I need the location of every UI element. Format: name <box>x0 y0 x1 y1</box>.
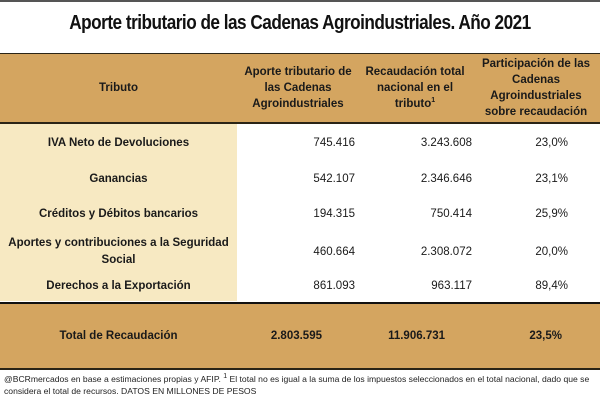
footnote-ref: 1 <box>431 97 436 105</box>
table-header: Tributo Aporte tributario de las Cadenas… <box>0 53 600 124</box>
total-row: Total de Recaudación 2.803.595 11.906.73… <box>0 302 600 370</box>
row-recaudacion: 3.243.608 <box>420 137 472 149</box>
footnote-note: El total no es igual a la suma de los im… <box>4 374 590 396</box>
header-recaudacion: Recaudación total nacional en el tributo… <box>359 54 471 122</box>
row-recaudacion: 2.308.072 <box>420 246 472 258</box>
row-tributo: Aportes y contribuciones a la Seguridad … <box>8 237 229 266</box>
row-participacion: 89,4% <box>535 280 568 292</box>
header-tributo: Tributo <box>99 82 138 94</box>
header-aporte: Aporte tributario de las Cadenas Agroind… <box>244 66 352 110</box>
row-aporte: 194.315 <box>313 208 355 220</box>
row-tributo: Créditos y Débitos bancarios <box>38 208 199 220</box>
row-recaudacion: 963.117 <box>431 280 472 292</box>
top-divider <box>0 0 600 2</box>
row-participacion: 25,9% <box>535 208 568 220</box>
row-tributo: IVA Neto de Devoluciones <box>47 137 190 149</box>
total-label: Total de Recaudación <box>59 330 178 342</box>
footnote-marker: 1 <box>223 373 228 381</box>
row-participacion: 23,0% <box>535 137 568 149</box>
row-aporte: 460.664 <box>313 246 355 258</box>
total-aporte: 2.803.595 <box>270 330 322 342</box>
row-participacion: 20,0% <box>535 246 568 258</box>
total-recaudacion: 11.906.731 <box>388 330 445 342</box>
header-recaudacion-text: Recaudación total nacional en el tributo <box>365 66 465 110</box>
row-recaudacion: 750.414 <box>430 208 472 220</box>
row-aporte: 542.107 <box>313 173 355 185</box>
row-tributo: Derechos a la Exportación <box>46 280 191 292</box>
footnote: @BCRmercados en base a estimaciones prop… <box>4 373 596 397</box>
row-recaudacion: 2.346.646 <box>420 173 472 185</box>
row-aporte: 861.093 <box>313 280 355 292</box>
total-participacion: 23,5% <box>529 330 562 342</box>
page-title: Aporte tributario de las Cadenas Agroind… <box>69 12 531 34</box>
row-tributo: Ganancias <box>89 173 148 185</box>
row-participacion: 23,1% <box>535 173 568 185</box>
tributo-column-bg <box>0 124 237 301</box>
header-participacion: Participación de las Cadenas Agroindustr… <box>481 58 590 118</box>
footnote-source: @BCRmercados en base a estimaciones prop… <box>4 374 221 384</box>
row-aporte: 745.416 <box>313 137 355 149</box>
